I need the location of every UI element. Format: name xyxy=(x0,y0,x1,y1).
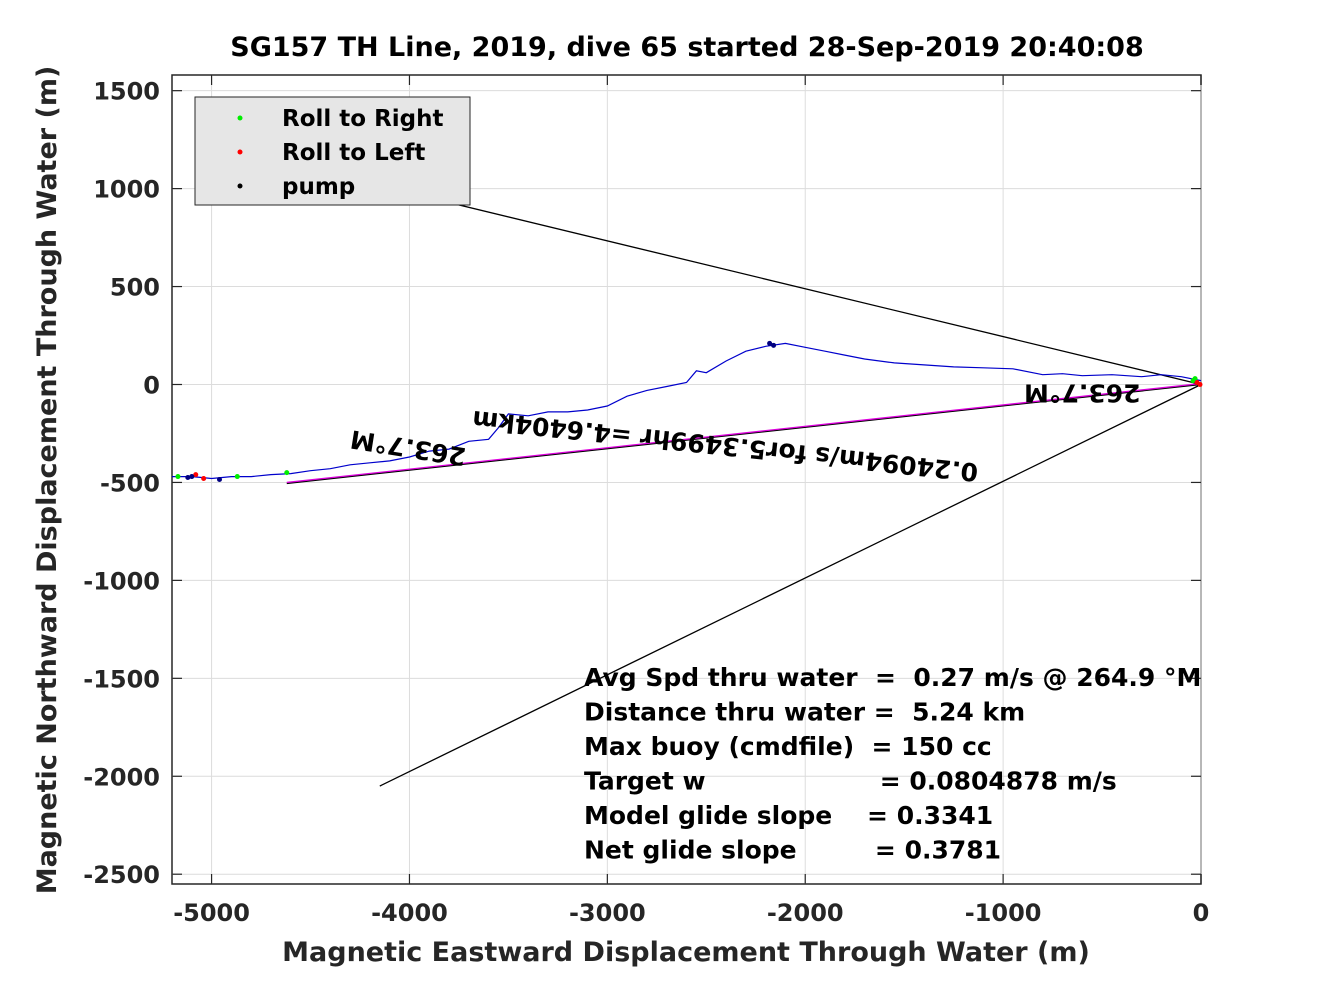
x-tick-label: -2000 xyxy=(767,899,844,927)
x-tick-label: 0 xyxy=(1193,899,1210,927)
legend: Roll to Right Roll to Left pump xyxy=(194,96,471,206)
grid xyxy=(172,75,1202,884)
pump-marker xyxy=(767,340,773,346)
y-tick-label: -500 xyxy=(100,469,160,497)
y-tick-label: -2500 xyxy=(83,861,160,889)
legend-label: Roll to Left xyxy=(282,140,425,166)
reference-line xyxy=(286,382,1202,484)
stats-block: Avg Spd thru water = 0.27 m/s @ 264.9 °M… xyxy=(584,663,1201,865)
x-axis-label: Magnetic Eastward Displacement Through W… xyxy=(282,937,1090,968)
x-tick-label: -5000 xyxy=(173,899,250,927)
y-tick-label: 0 xyxy=(143,371,160,399)
legend-marker xyxy=(237,183,243,189)
markers xyxy=(175,340,1203,482)
y-tick-label: -1500 xyxy=(83,665,160,693)
pump-marker xyxy=(185,475,191,481)
stat-line: Max buoy (cmdfile) = 150 cc xyxy=(584,732,992,761)
roll-left-marker xyxy=(193,472,199,478)
y-tick-label: 500 xyxy=(110,274,160,302)
pump-marker xyxy=(189,474,195,480)
stat-line: Target w = 0.0804878 m/s xyxy=(584,767,1117,796)
x-tick-label: -4000 xyxy=(371,899,448,927)
stat-line: Model glide slope = 0.3341 xyxy=(584,801,993,830)
legend-marker xyxy=(237,149,243,155)
reference-line xyxy=(286,383,1202,485)
x-tick-label: -3000 xyxy=(569,899,646,927)
stat-line: Distance thru water = 5.24 km xyxy=(584,698,1025,727)
stat-line: Avg Spd thru water = 0.27 m/s @ 264.9 °M xyxy=(584,663,1201,692)
plot-area xyxy=(171,74,1202,885)
legend-marker xyxy=(237,115,243,121)
y-axis-label: Magnetic Northward Displacement Through … xyxy=(32,66,63,895)
chart-title: SG157 TH Line, 2019, dive 65 started 28-… xyxy=(230,32,1144,63)
stat-line: Net glide slope = 0.3781 xyxy=(584,836,1001,865)
roll-right-marker xyxy=(175,474,181,480)
roll-right-marker xyxy=(234,474,240,480)
pump-marker xyxy=(216,477,222,482)
heading-annotation: 263.7°M xyxy=(1024,378,1140,407)
track-line xyxy=(172,342,1202,480)
pump-marker xyxy=(771,342,777,348)
roll-left-marker xyxy=(201,476,207,482)
ticks: -5000 -4000 -3000 -2000 -1000 0 1500 1000 500 0 -5… xyxy=(83,75,1209,927)
y-tick-label: -1000 xyxy=(83,567,160,595)
roll-left-marker xyxy=(1197,381,1203,387)
y-tick-label: 1000 xyxy=(93,176,160,204)
y-tick-label: -2000 xyxy=(83,763,160,791)
y-tick-label: 1500 xyxy=(93,78,160,106)
legend-label: pump xyxy=(282,174,355,200)
roll-right-marker xyxy=(1192,376,1198,382)
roll-right-marker xyxy=(284,470,290,476)
legend-label: Roll to Right xyxy=(282,106,444,132)
reference-line xyxy=(379,383,1202,787)
x-tick-label: -1000 xyxy=(965,899,1042,927)
